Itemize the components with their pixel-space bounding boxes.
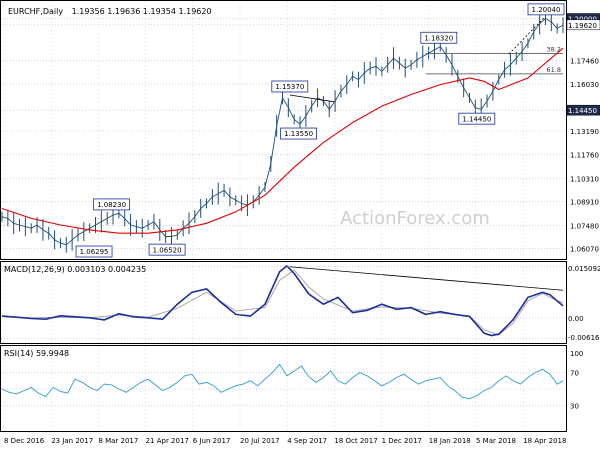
price-annotation-label: 1.18320: [424, 34, 453, 42]
ohlc-readout: 1.19356 1.19636 1.19354 1.19620: [72, 7, 212, 16]
price-annotation-box: [271, 80, 309, 93]
price-annotation-box: [458, 112, 496, 125]
price-trendline: [508, 17, 545, 55]
fib-level-label: 61.8: [547, 66, 561, 74]
rsi-tick-label: 30: [570, 402, 579, 410]
macd-trendline: [289, 266, 564, 291]
rsi-panel-title: RSI(14) 59.9948: [4, 349, 69, 358]
time-tick-label: 6 Jun 2017: [193, 437, 231, 445]
price-annotation-box: [527, 3, 565, 16]
price-plot: 38.2 61.8 1.20040 1.18320 1.15370 1.13550 1.14…: [1, 3, 565, 258]
price-panel-frame: [0, 0, 567, 260]
time-tick-label: 1 Dec 2017: [382, 437, 422, 445]
rsi-tick-label: 70: [570, 370, 579, 378]
time-x-axis: 8 Dec 2016 23 Jan 2017 8 Mar 2017 21 Apr 20…: [3, 2, 566, 445]
price-annotation-box: [280, 127, 317, 140]
macd-line: [1, 264, 564, 337]
price-tick-label: 1.08910: [570, 199, 599, 207]
time-tick-label: 18 Jan 2018: [429, 437, 471, 445]
time-tick-label: 20 Jul 2017: [240, 437, 280, 445]
macd-tick-label: 0.015092: [568, 265, 600, 273]
price-annotation-label: 1.14450: [462, 115, 491, 123]
price-annotation-box: [75, 245, 113, 258]
fib-level-label: 38.2: [547, 46, 561, 54]
macd-y-axis: 0.015092 0.00 -0.006163: [568, 265, 600, 342]
macd-panel-frame: [0, 261, 567, 344]
price-tick-label: 1.19620: [568, 22, 597, 30]
price-tick-label: 1.16030: [570, 81, 599, 89]
price-tick-label: 1.13190: [570, 128, 599, 136]
price-tick-label: 1.11760: [570, 152, 599, 160]
time-tick-label: 8 Mar 2017: [98, 437, 138, 445]
symbol-title: EURCHF,Daily: [8, 7, 63, 16]
rsi-tick-label: 100: [570, 350, 583, 358]
price-annotation-label: 1.08230: [97, 201, 126, 209]
price-annotation-box: [148, 243, 186, 256]
time-tick-label: 21 Apr 2017: [146, 437, 189, 445]
price-series-line: [1, 17, 564, 246]
price-tick-label: 1.07480: [570, 222, 599, 230]
price-panel-title: EURCHF,Daily 1.19356 1.19636 1.19354 1.1…: [8, 7, 212, 16]
price-tick-marker: [566, 104, 600, 116]
macd-grid: [1, 266, 566, 340]
macd-panel-title: MACD(12,26,9) 0.003103 0.004235: [4, 265, 146, 274]
macd-signal-line: [1, 269, 564, 336]
price-tick-label: 1.10310: [570, 176, 599, 184]
rsi-plot: [1, 363, 564, 400]
rsi-grid: [1, 372, 566, 406]
rsi-line: [1, 363, 564, 400]
macd-tick-label: -0.006163: [568, 334, 600, 342]
time-tick-label: 18 Apr 2018: [523, 437, 566, 445]
rsi-panel-frame: [0, 345, 567, 432]
time-tick-label: 4 Sep 2017: [287, 437, 327, 445]
price-tick-label: 1.06070: [570, 246, 599, 254]
price-annotation-box: [93, 198, 130, 211]
time-tick-label: 18 Oct 2017: [334, 437, 377, 445]
price-tick-label: 1.20000: [568, 16, 597, 24]
macd-plot: [1, 264, 564, 337]
price-annotation-label: 1.20040: [532, 6, 561, 14]
macd-tick-label: 0.00: [568, 315, 584, 323]
price-tick-marker: [566, 19, 600, 31]
price-annotation-label: 1.15370: [275, 83, 304, 91]
price-annotation-label: 1.06520: [153, 246, 182, 254]
price-annotation-label: 1.13550: [284, 130, 313, 138]
time-tick-label: 23 Jan 2017: [51, 437, 93, 445]
time-tick-label: 5 Mar 2018: [476, 437, 516, 445]
price-tick-label: 1.14450: [568, 107, 597, 115]
price-tick-label: 1.17460: [570, 57, 599, 65]
moving-average-line: [1, 47, 564, 234]
time-tick-label: 8 Dec 2016: [4, 437, 45, 445]
rsi-y-axis: 100 70 30: [570, 350, 583, 410]
price-trendline: [289, 94, 336, 103]
price-annotation-label: 1.06295: [80, 248, 109, 256]
price-annotation-box: [420, 31, 458, 44]
watermark: ActionForex.com: [340, 208, 490, 229]
